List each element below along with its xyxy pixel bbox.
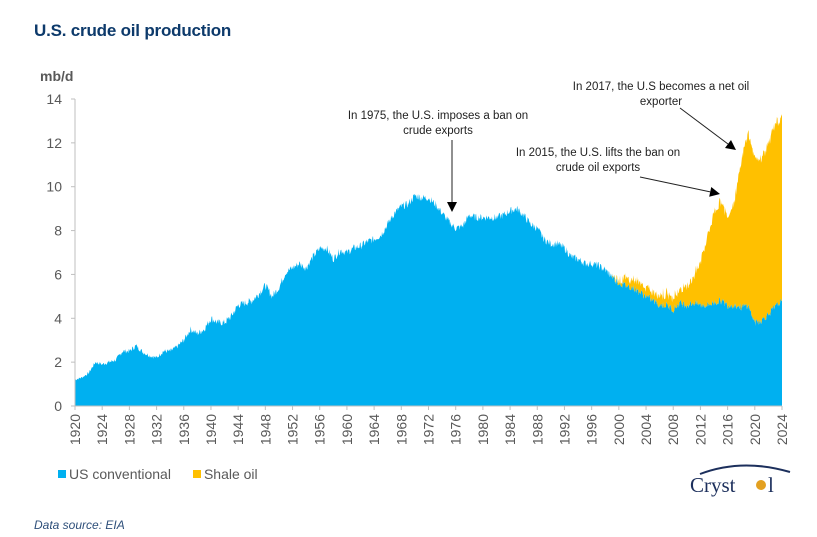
x-tick-label: 1932 — [149, 414, 165, 445]
x-tick-label: 1936 — [176, 414, 192, 445]
series-area-us-conventional — [75, 193, 782, 406]
x-tick-label: 1972 — [421, 414, 437, 445]
x-tick-label: 1920 — [67, 414, 83, 445]
annotation-arrow-head — [725, 140, 736, 150]
annotation-text: crude oil exports — [556, 162, 641, 174]
y-tick-label: 0 — [54, 398, 62, 414]
annotation-text: exporter — [640, 96, 682, 108]
x-tick-label: 2000 — [611, 414, 627, 445]
annotation-text: crude exports — [403, 125, 473, 137]
x-tick-label: 1944 — [230, 414, 246, 445]
y-tick-label: 2 — [54, 354, 62, 370]
x-tick-label: 2008 — [665, 414, 681, 445]
x-tick-label: 1940 — [203, 414, 219, 445]
x-tick-label: 1988 — [529, 414, 545, 445]
x-tick-label: 1980 — [475, 414, 491, 445]
x-tick-label: 1952 — [285, 414, 301, 445]
y-tick-label: 8 — [54, 223, 62, 239]
x-tick-label: 1996 — [584, 414, 600, 445]
x-tick-label: 1948 — [257, 414, 273, 445]
legend-item-shale[interactable]: Shale oil — [192, 466, 258, 482]
x-tick-label: 2004 — [638, 414, 654, 445]
x-tick-label: 1960 — [339, 414, 355, 445]
annotation-text: In 1975, the U.S. imposes a ban on — [348, 110, 528, 122]
crystol-logo: Cryst l — [690, 464, 791, 497]
annotation-text: In 2015, the U.S. lifts the ban on — [516, 147, 680, 159]
x-tick-label: 2012 — [692, 414, 708, 445]
annotation-arrow-head — [709, 187, 720, 197]
y-tick-label: 6 — [54, 266, 62, 282]
y-tick-label: 14 — [46, 91, 62, 107]
legend-swatch-shale — [192, 470, 201, 478]
x-tick-label: 1968 — [393, 414, 409, 445]
legend-label-shale: Shale oil — [203, 466, 258, 482]
data-source-note: Data source: EIA — [34, 518, 125, 532]
x-tick-label: 1976 — [448, 414, 464, 445]
y-tick-label: 4 — [54, 310, 62, 326]
legend-item-conventional[interactable]: US conventional — [58, 466, 171, 482]
annotation-arrow-head — [447, 202, 457, 212]
legend-swatch-conventional — [58, 470, 66, 478]
annotation-text: In 2017, the U.S becomes a net oil — [573, 81, 749, 93]
y-tick-label: 10 — [46, 179, 62, 195]
annotation-arrow-line — [679, 107, 729, 145]
x-tick-label: 1964 — [366, 414, 382, 445]
annotation-arrow-line — [639, 176, 711, 193]
y-axis-label: mb/d — [40, 68, 74, 84]
svg-text:Cryst: Cryst — [690, 473, 736, 497]
page-title: U.S. crude oil production — [34, 21, 232, 40]
x-tick-label: 1924 — [94, 414, 110, 445]
x-tick-label: 1984 — [502, 414, 518, 445]
legend-label-conventional: US conventional — [69, 466, 171, 482]
svg-text:l: l — [768, 473, 774, 497]
legend: US conventional Shale oil — [58, 466, 258, 482]
x-tick-label: 1992 — [556, 414, 572, 445]
x-tick-label: 1928 — [121, 414, 137, 445]
x-tick-label: 1956 — [312, 414, 328, 445]
x-tick-label: 2024 — [774, 414, 790, 445]
x-tick-label: 2016 — [720, 414, 736, 445]
y-tick-label: 12 — [46, 135, 62, 151]
x-tick-label: 2020 — [747, 414, 763, 445]
